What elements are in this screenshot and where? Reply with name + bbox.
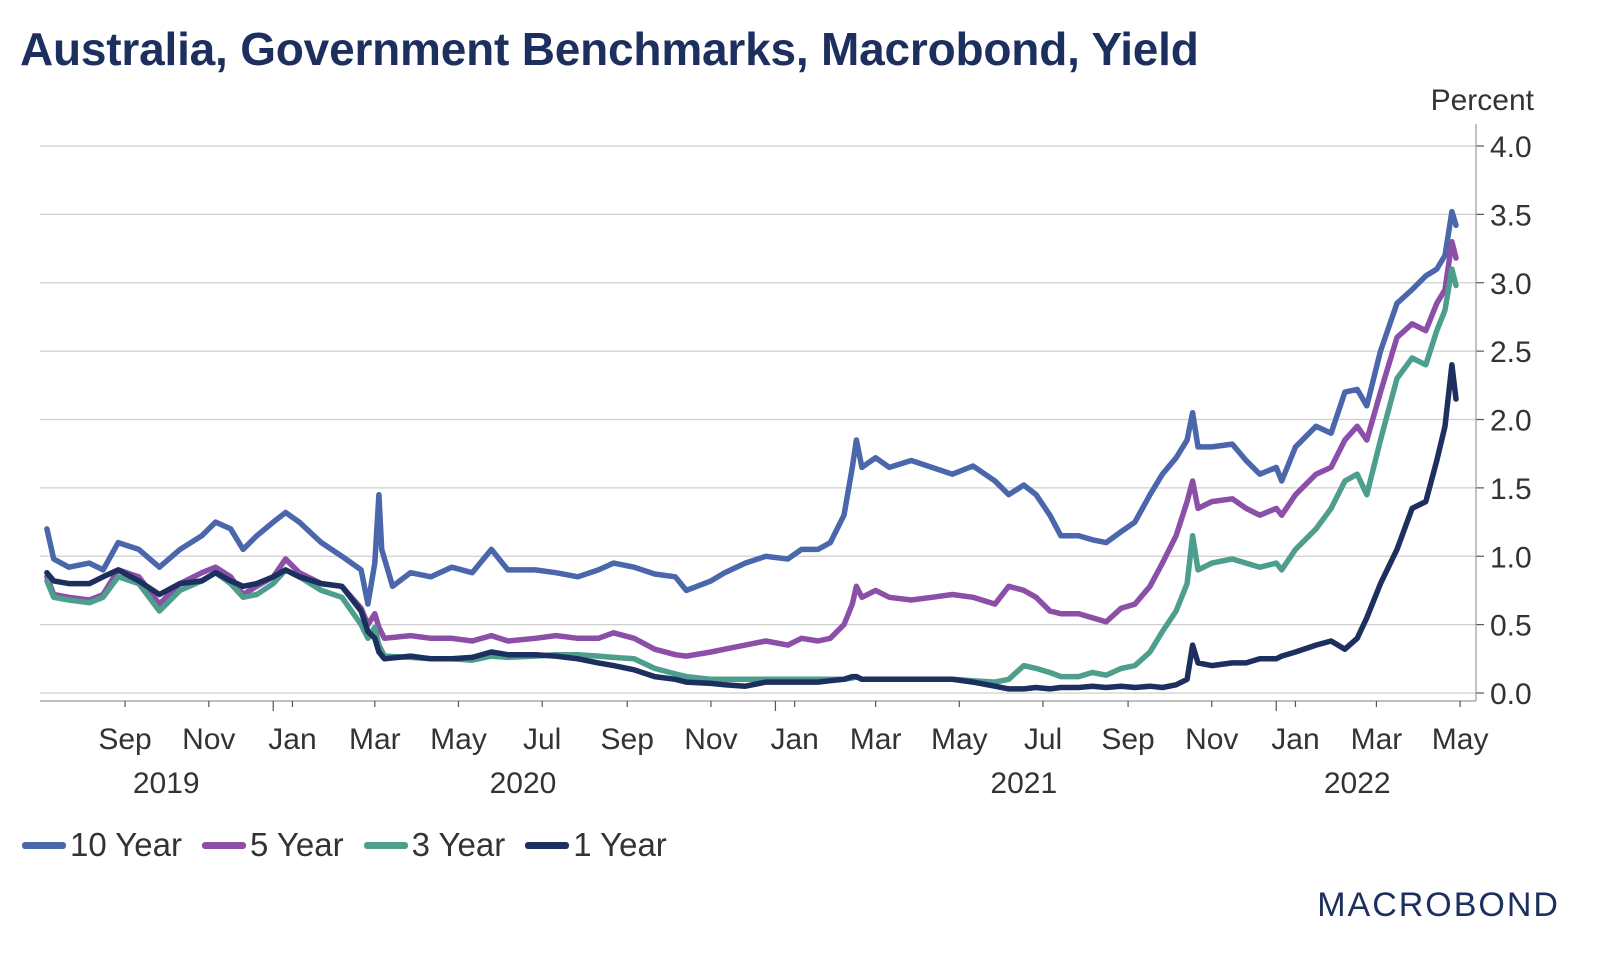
x-tick-label: Jul [523,723,561,756]
y-axis-label: Percent [1431,84,1535,117]
y-tick-label: 2.0 [1490,405,1532,438]
legend-swatch-3-year [363,841,408,849]
series-line-10-year [44,208,1459,607]
legend-label-3-year: 3 Year [411,826,506,863]
y-tick-label: 2.5 [1490,336,1532,369]
series-line-5-year [44,238,1459,659]
x-tick-label: May [1432,723,1489,756]
legend-swatch-5-year [201,841,246,849]
x-tick-label: Mar [1351,723,1403,756]
axes: 4.0 3.5 3.0 2.5 2.0 1.5 1.0 0.5 0.0 Percent Sep Nov… [40,84,1535,800]
y-tick-label: 1.0 [1490,541,1532,574]
series-line-3-year [44,266,1459,685]
legend-swatch-1-year [525,841,570,849]
x-tick-label: Jul [1024,723,1062,756]
x-tick-label: Sep [601,723,654,756]
y-tick-label: 0.5 [1490,610,1532,643]
series-lines [44,208,1459,692]
x-tick-label: Sep [98,723,151,756]
y-tick-label: 0.0 [1490,678,1532,711]
legend-label-1-year: 1 Year [573,826,667,863]
x-tick-label: May [430,723,487,756]
x-year-label: 2021 [990,767,1057,800]
gridlines [40,145,1476,694]
legend-label-5-year: 5 Year [249,826,344,863]
x-year-label: 2020 [490,767,557,800]
legend-item-1-year: 1 Year [525,826,667,864]
x-tick-label: Nov [684,723,737,756]
legend-label-10-year: 10 Year [70,826,182,863]
y-tick-label: 4.0 [1490,131,1532,164]
x-tick-label: Sep [1101,723,1154,756]
x-tick-label: Nov [1185,723,1238,756]
legend: 10 Year 5 Year 3 Year 1 Year [22,826,687,864]
y-tick-label: 3.0 [1490,268,1532,301]
y-tick-label: 1.5 [1490,473,1532,506]
x-tick-label: Mar [349,723,401,756]
brand-logo: MACROBOND [1317,886,1560,924]
x-tick-label: Jan [268,723,316,756]
x-tick-label: Jan [1271,723,1319,756]
legend-item-5-year: 5 Year [201,826,344,864]
x-tick-label: Jan [770,723,818,756]
x-year-label: 2022 [1324,767,1391,800]
legend-swatch-10-year [22,841,66,849]
legend-item-10-year: 10 Year [22,826,182,864]
x-tick-label: Nov [182,723,235,756]
legend-item-3-year: 3 Year [363,826,506,864]
chart-title: Australia, Government Benchmarks, Macrob… [20,23,1199,75]
x-tick-label: May [931,723,988,756]
x-year-label: 2019 [133,767,200,800]
y-tick-label: 3.5 [1490,199,1532,232]
series-line-1-year [44,362,1459,692]
x-tick-label: Mar [850,723,902,756]
